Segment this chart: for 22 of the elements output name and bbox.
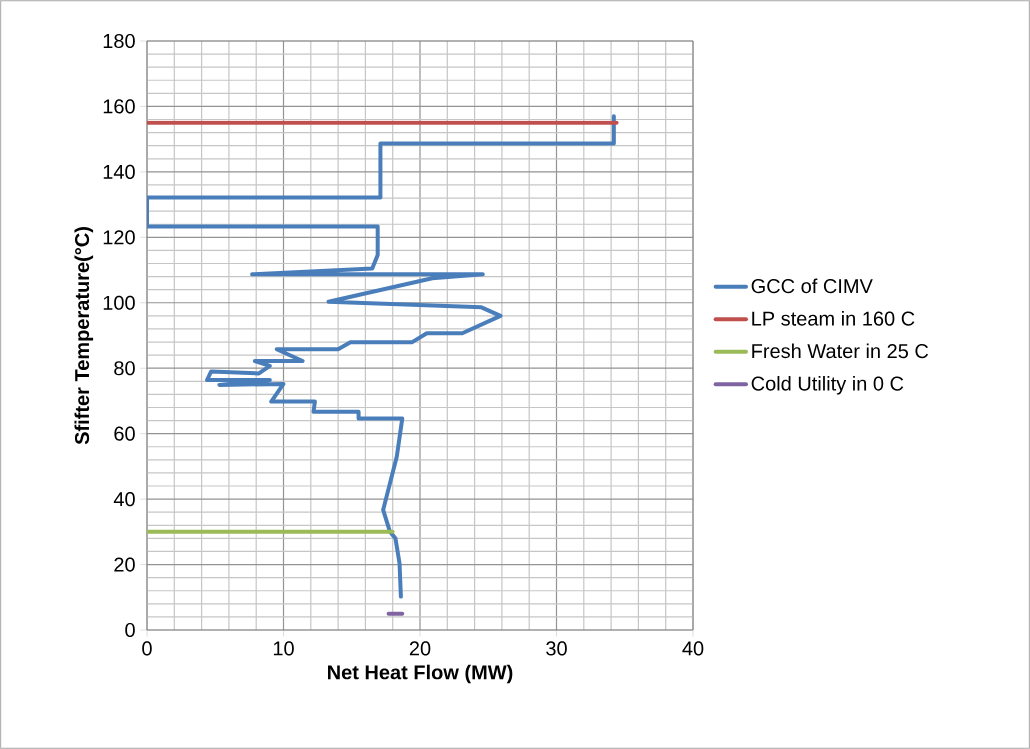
line-series: [147, 114, 616, 599]
y-tick-label: 80: [114, 361, 135, 376]
x-axis-title: Net Heat Flow (MW): [328, 664, 513, 684]
legend-label: Fresh Water in 25 C: [752, 343, 929, 359]
y-tick-label: 140: [103, 164, 135, 179]
legend-label: Cold Utility in 0 C: [751, 375, 904, 395]
y-tick-label: 180: [103, 33, 135, 49]
y-tick-label: 60: [114, 426, 135, 441]
y-tick-label: 120: [103, 230, 135, 245]
x-tick-label: 40: [682, 641, 704, 656]
legend-label: GCC of CIMV: [751, 278, 873, 294]
y-tick-label: 0: [125, 622, 135, 638]
y-tick-label: 100: [103, 295, 135, 310]
y-tick-label: 20: [114, 557, 135, 572]
y-tick-label: 40: [113, 492, 135, 507]
y-tick-label: 160: [103, 99, 135, 114]
x-tick-label: 20: [409, 641, 431, 656]
x-tick-label: 30: [546, 641, 567, 656]
x-tick-label: 10: [273, 641, 294, 656]
x-tick-label: 0: [142, 641, 152, 656]
y-axis-title: Sfifter Temperature(°C): [74, 227, 94, 445]
legend-label: LP steam in 160 C: [752, 310, 915, 326]
